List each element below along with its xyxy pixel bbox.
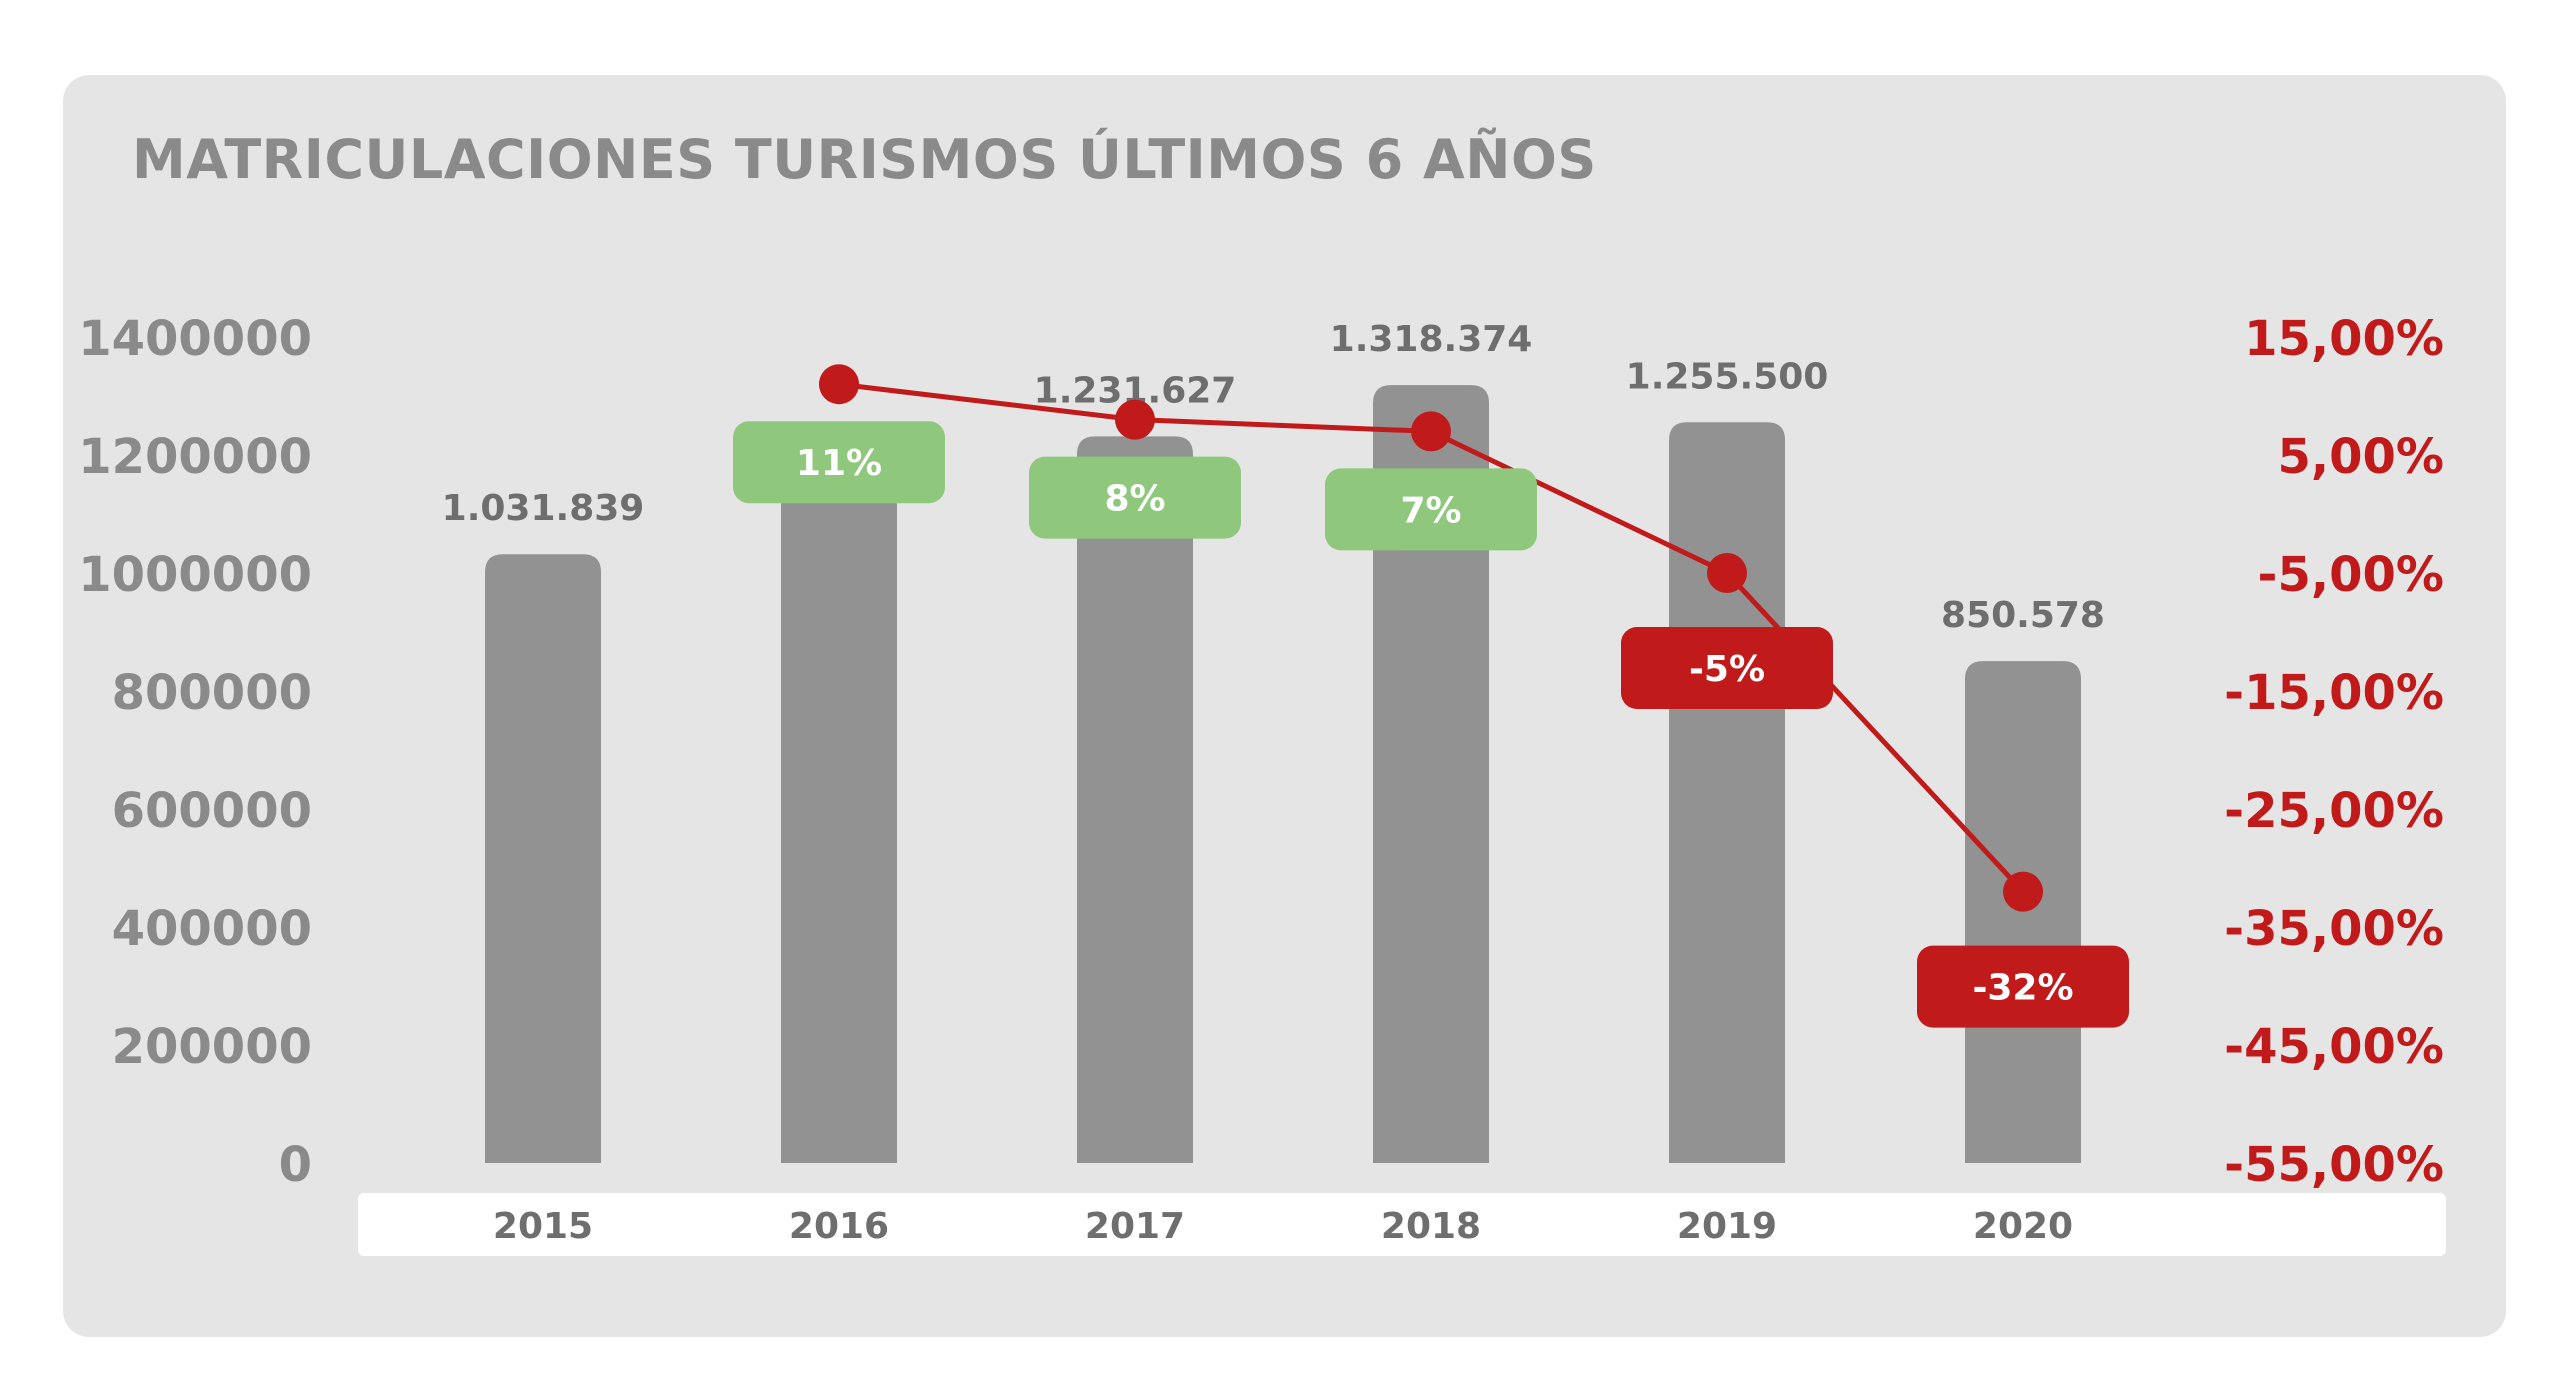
growth-badge [1917, 945, 2129, 1028]
growth-badge [1621, 627, 1833, 709]
growth-point [1707, 553, 1747, 593]
bar [1669, 422, 1785, 1163]
growth-point [2003, 871, 2043, 912]
growth-label: 11% [796, 443, 882, 484]
bar-value-label: 850.578 [1941, 595, 2105, 636]
category-label: 2020 [1973, 1206, 2073, 1247]
growth-point [819, 364, 859, 405]
category-label: 2019 [1677, 1206, 1777, 1247]
growth-point [1115, 399, 1155, 440]
category-axis-strip [358, 1193, 2446, 1256]
chart-card [63, 75, 2506, 1337]
right-axis-tick-label: -55,00% [2224, 1137, 2444, 1193]
bar [1077, 436, 1193, 1163]
category-label: 2018 [1381, 1206, 1481, 1247]
category-label: 2017 [1085, 1206, 1185, 1247]
right-axis-tick-label: -15,00% [2224, 665, 2444, 721]
left-axis-tick-label: 200000 [112, 1019, 312, 1075]
right-axis-tick-label: -45,00% [2224, 1019, 2444, 1075]
bar [781, 487, 897, 1164]
growth-label: -5% [1689, 649, 1765, 690]
bar-value-label: 1.318.374 [1330, 319, 1533, 360]
chart-title: MATRICULACIONES TURISMOS ÚLTIMOS 6 AÑOS [132, 128, 1597, 191]
growth-label: 7% [1400, 490, 1461, 531]
left-axis-tick-label: 600000 [112, 783, 312, 839]
right-axis-tick-label: 5,00% [2277, 429, 2444, 485]
growth-label: 8% [1104, 479, 1165, 520]
left-axis-tick-label: 400000 [112, 901, 312, 957]
bar-value-label: 1.255.500 [1626, 356, 1829, 397]
left-axis-tick-label: 0 [279, 1137, 312, 1193]
left-axis-tick-label: 800000 [112, 665, 312, 721]
growth-badge [1029, 456, 1241, 539]
growth-badge [733, 421, 945, 504]
bar [1965, 661, 2081, 1163]
right-axis-tick-label: 15,00% [2244, 311, 2444, 367]
bar [1373, 385, 1489, 1164]
left-axis-tick-label: 1000000 [78, 547, 312, 603]
growth-badge [1325, 468, 1537, 551]
bar-value-label: 1.031.839 [442, 488, 645, 529]
bar [485, 554, 601, 1163]
growth-label: -32% [1972, 968, 2073, 1009]
left-axis-tick-label: 1200000 [78, 429, 312, 485]
growth-point [1411, 411, 1451, 452]
left-axis-tick-label: 1400000 [78, 311, 312, 367]
category-label: 2015 [493, 1206, 593, 1247]
right-axis-tick-label: -35,00% [2224, 901, 2444, 957]
category-label: 2016 [789, 1206, 889, 1247]
right-axis-tick-label: -25,00% [2224, 783, 2444, 839]
right-axis-tick-label: -5,00% [2258, 547, 2444, 603]
